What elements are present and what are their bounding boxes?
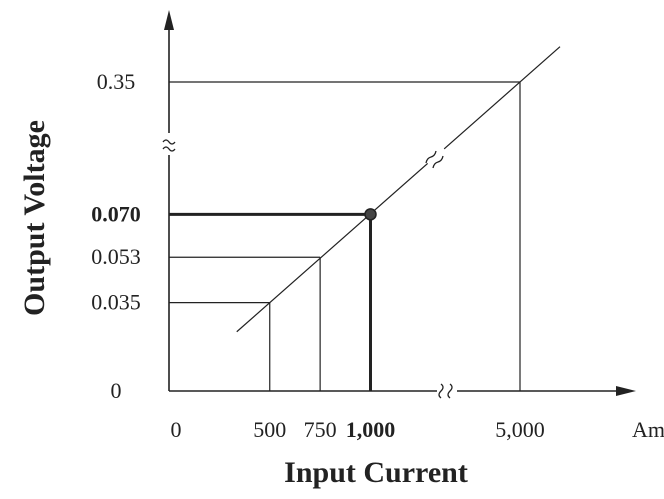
y-tick-labels: 0 0.035 0.053 0.070 0.35 bbox=[91, 69, 141, 403]
x-tick-label: 500 bbox=[253, 417, 286, 442]
series-segment bbox=[236, 46, 561, 333]
guide-lines bbox=[169, 81, 521, 391]
y-tick-label: 0.053 bbox=[91, 244, 141, 269]
x-tick-label: 5,000 bbox=[495, 417, 545, 442]
x-tick-label: 1,000 bbox=[346, 417, 396, 442]
x-tick-label: 0 bbox=[171, 417, 182, 442]
y-axis-break-mark bbox=[162, 133, 176, 155]
x-axis-arrow bbox=[616, 386, 636, 396]
line-break-mark bbox=[420, 141, 450, 169]
x-axis-break-mark bbox=[437, 383, 457, 399]
x-axis-title: Input Current bbox=[284, 456, 468, 489]
highlight-point bbox=[364, 208, 377, 221]
y-tick-label: 0.35 bbox=[97, 69, 136, 94]
x-tick-labels: 0 500 750 1,000 5,000 bbox=[171, 417, 545, 442]
y-axis-arrow bbox=[164, 10, 174, 30]
y-tick-label: 0 bbox=[111, 378, 122, 403]
y-axis-title: Output Voltage bbox=[18, 120, 51, 316]
y-tick-label: 0.070 bbox=[91, 201, 141, 226]
series-line bbox=[236, 46, 561, 333]
x-tick-label: 750 bbox=[304, 417, 337, 442]
y-tick-label: 0.035 bbox=[91, 290, 141, 315]
x-unit-label: Amp bbox=[632, 417, 664, 442]
highlight-group bbox=[169, 208, 377, 391]
